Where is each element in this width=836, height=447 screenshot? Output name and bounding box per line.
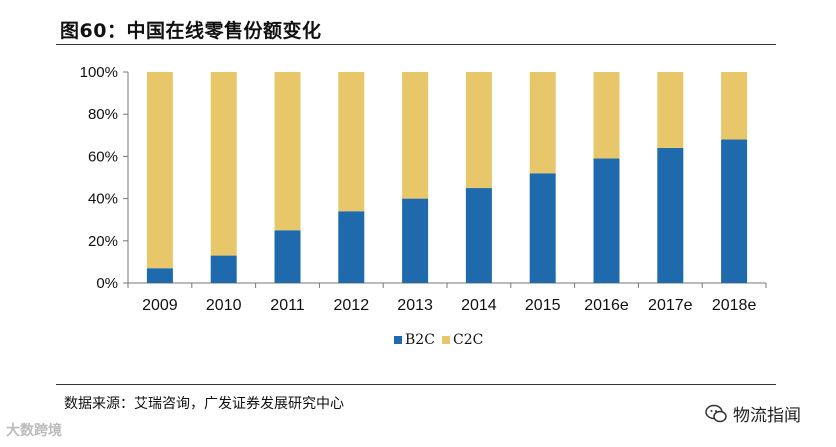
watermark-site: 大数跨境 [6,420,62,440]
y-tick-label: 80% [88,106,118,123]
watermark-site-name: 大数跨境 [6,423,62,439]
y-tick-label: 100% [80,64,118,81]
legend-label-b2c: B2C [405,332,435,348]
bar-c2c-2017e [657,72,684,148]
x-tick-label: 2017e [648,297,693,314]
bar-c2c-2014 [465,72,492,189]
bar-c2c-2016e [593,72,620,159]
bar-b2c-2018e [721,139,748,283]
bar-c2c-2015 [529,72,556,174]
y-tick-label: 0% [96,275,118,292]
source-divider [56,384,776,385]
watermark-account: 物流指闻 [705,401,801,426]
bar-b2c-2011 [274,230,301,283]
bar-c2c-2009 [146,72,173,269]
title-divider [56,44,776,45]
bar-c2c-2018e [721,72,748,140]
bar-c2c-2013 [402,72,429,199]
y-tick-label: 20% [88,233,118,250]
y-tick-label: 60% [88,148,118,165]
data-source-note: 数据来源：艾瑞咨询，广发证券发展研究中心 [64,396,344,412]
x-tick-label: 2010 [206,297,242,314]
page-title: 图60：中国在线零售份额变化 [60,20,322,42]
bar-c2c-2011 [274,72,301,231]
bar-b2c-2010 [210,255,237,283]
x-tick-label: 2015 [525,297,561,314]
x-tick-label: 2016e [584,297,629,314]
bar-b2c-2017e [657,147,684,283]
legend-swatch-b2c [394,336,402,344]
bar-b2c-2014 [465,188,492,283]
x-tick-label: 2011 [270,297,305,314]
bar-c2c-2010 [210,72,237,256]
x-tick-label: 2018e [712,297,757,314]
bar-b2c-2016e [593,158,620,283]
legend-swatch-c2c [442,336,450,344]
stacked-bar-chart: 0% 20% 40% 60% 80% 100% 2009 2010 2011 2012 2013 20… [80,64,767,348]
bar-b2c-2009 [146,268,173,283]
x-tick-label: 2012 [334,297,370,314]
wechat-icon [705,404,727,422]
legend-label-c2c: C2C [453,332,483,348]
bar-b2c-2013 [402,198,429,283]
bar-c2c-2012 [338,72,365,212]
bar-b2c-2012 [338,211,365,283]
y-tick-label: 40% [88,191,118,208]
x-tick-label: 2009 [142,297,178,314]
x-tick-label: 2014 [461,297,497,314]
watermark-account-name: 物流指闻 [733,406,801,426]
x-tick-label: 2013 [397,297,433,314]
bar-b2c-2015 [529,173,556,283]
